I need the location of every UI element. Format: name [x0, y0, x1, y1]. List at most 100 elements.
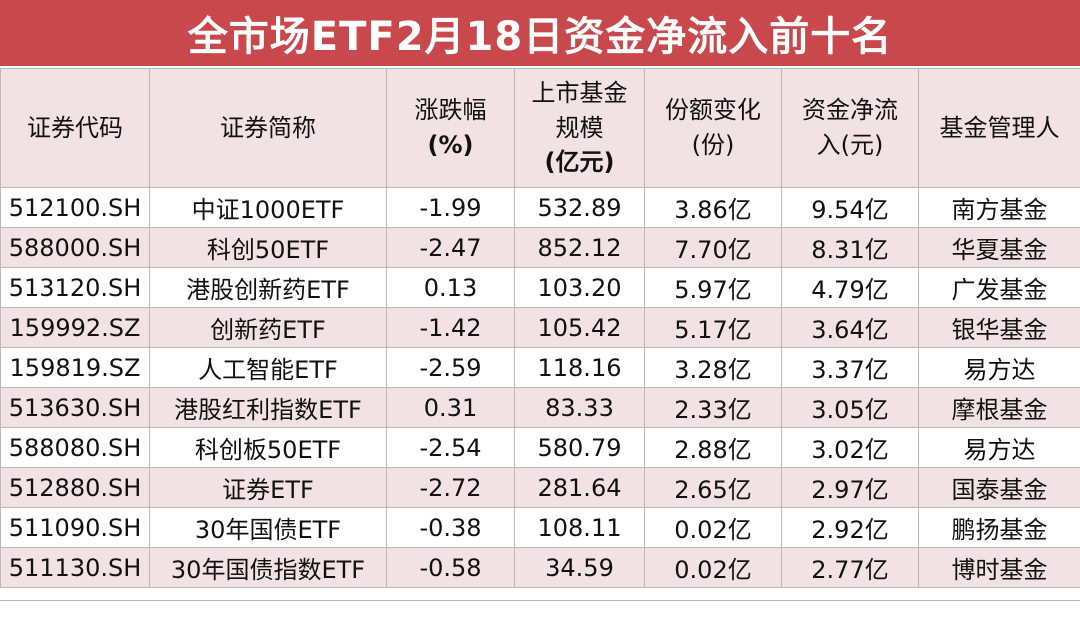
- cell-flow: 2.97亿: [782, 468, 919, 508]
- cell-size: 580.79: [515, 428, 645, 468]
- cell-flow: 3.02亿: [782, 428, 919, 468]
- header-flow-label-1: 资金净流: [782, 93, 918, 128]
- cell-manager: 国泰基金: [919, 468, 1080, 508]
- cell-manager: 银华基金: [919, 308, 1080, 348]
- cell-name: 证券ETF: [150, 468, 387, 508]
- cell-size: 118.16: [515, 348, 645, 388]
- cell-share: 5.17亿: [645, 308, 782, 348]
- page-title: 全市场ETF2月18日资金净流入前十名: [188, 4, 892, 62]
- cell-manager: 易方达: [919, 348, 1080, 388]
- cell-share: 2.65亿: [645, 468, 782, 508]
- cell-manager: 易方达: [919, 428, 1080, 468]
- header-share-unit: (份): [645, 128, 781, 163]
- cell-change: 0.13: [387, 268, 515, 308]
- header-code-label: 证券代码: [1, 111, 149, 146]
- cell-share: 2.33亿: [645, 388, 782, 428]
- header-size-label-1: 上市基金: [515, 76, 644, 111]
- cell-size: 281.64: [515, 468, 645, 508]
- header-change: 涨跌幅 (%): [387, 69, 515, 188]
- table-body: 512100.SH 中证1000ETF -1.99 532.89 3.86亿 9…: [1, 188, 1080, 588]
- table-row: 159819.SZ 人工智能ETF -2.59 118.16 3.28亿 3.3…: [1, 348, 1080, 388]
- title-banner: 全市场ETF2月18日资金净流入前十名: [0, 0, 1080, 68]
- cell-size: 105.42: [515, 308, 645, 348]
- cell-code: 588000.SH: [1, 228, 150, 268]
- cell-flow: 4.79亿: [782, 268, 919, 308]
- cell-change: -2.47: [387, 228, 515, 268]
- cell-size: 532.89: [515, 188, 645, 228]
- header-name-label: 证券简称: [150, 111, 386, 146]
- header-manager: 基金管理人: [919, 69, 1080, 188]
- cell-change: -1.42: [387, 308, 515, 348]
- header-size-unit: (亿元): [515, 145, 644, 180]
- cell-size: 852.12: [515, 228, 645, 268]
- header-row: 证券代码 证券简称 涨跌幅 (%) 上市基金 规模 (亿元) 份额变化 (份): [1, 69, 1080, 188]
- header-change-label: 涨跌幅: [387, 93, 514, 128]
- header-flow-label-2: 入(元): [782, 128, 918, 163]
- cell-flow: 3.37亿: [782, 348, 919, 388]
- cell-name: 创新药ETF: [150, 308, 387, 348]
- cell-name: 中证1000ETF: [150, 188, 387, 228]
- table-row: 513120.SH 港股创新药ETF 0.13 103.20 5.97亿 4.7…: [1, 268, 1080, 308]
- cell-share: 0.02亿: [645, 548, 782, 588]
- cell-change: -1.99: [387, 188, 515, 228]
- cell-manager: 广发基金: [919, 268, 1080, 308]
- cell-name: 30年国债指数ETF: [150, 548, 387, 588]
- cell-flow: 9.54亿: [782, 188, 919, 228]
- cell-code: 513120.SH: [1, 268, 150, 308]
- cell-size: 83.33: [515, 388, 645, 428]
- etf-inflow-table: 证券代码 证券简称 涨跌幅 (%) 上市基金 规模 (亿元) 份额变化 (份): [0, 68, 1080, 588]
- header-code: 证券代码: [1, 69, 150, 188]
- cell-name: 人工智能ETF: [150, 348, 387, 388]
- cell-share: 2.88亿: [645, 428, 782, 468]
- cell-code: 513630.SH: [1, 388, 150, 428]
- cell-change: -0.58: [387, 548, 515, 588]
- cell-size: 103.20: [515, 268, 645, 308]
- cell-share: 7.70亿: [645, 228, 782, 268]
- table-row: 513630.SH 港股红利指数ETF 0.31 83.33 2.33亿 3.0…: [1, 388, 1080, 428]
- cell-size: 108.11: [515, 508, 645, 548]
- cell-flow: 2.92亿: [782, 508, 919, 548]
- cell-flow: 3.64亿: [782, 308, 919, 348]
- table-row: 159992.SZ 创新药ETF -1.42 105.42 5.17亿 3.64…: [1, 308, 1080, 348]
- cell-name: 科创50ETF: [150, 228, 387, 268]
- table-row: 511130.SH 30年国债指数ETF -0.58 34.59 0.02亿 2…: [1, 548, 1080, 588]
- cell-size: 34.59: [515, 548, 645, 588]
- table-row: 588000.SH 科创50ETF -2.47 852.12 7.70亿 8.3…: [1, 228, 1080, 268]
- header-size-label-2: 规模: [515, 111, 644, 146]
- table-row: 512100.SH 中证1000ETF -1.99 532.89 3.86亿 9…: [1, 188, 1080, 228]
- cell-code: 512880.SH: [1, 468, 150, 508]
- cell-name: 科创板50ETF: [150, 428, 387, 468]
- header-flow: 资金净流 入(元): [782, 69, 919, 188]
- table-header: 证券代码 证券简称 涨跌幅 (%) 上市基金 规模 (亿元) 份额变化 (份): [1, 69, 1080, 188]
- cell-change: -0.38: [387, 508, 515, 548]
- cell-code: 588080.SH: [1, 428, 150, 468]
- cell-code: 159819.SZ: [1, 348, 150, 388]
- cell-change: -2.59: [387, 348, 515, 388]
- cell-code: 159992.SZ: [1, 308, 150, 348]
- header-name: 证券简称: [150, 69, 387, 188]
- cell-name: 港股创新药ETF: [150, 268, 387, 308]
- cell-manager: 南方基金: [919, 188, 1080, 228]
- bottom-blank-band: [0, 600, 1080, 636]
- cell-manager: 博时基金: [919, 548, 1080, 588]
- cell-flow: 3.05亿: [782, 388, 919, 428]
- header-size: 上市基金 规模 (亿元): [515, 69, 645, 188]
- header-manager-label: 基金管理人: [919, 111, 1080, 146]
- cell-flow: 8.31亿: [782, 228, 919, 268]
- cell-manager: 鹏扬基金: [919, 508, 1080, 548]
- cell-name: 港股红利指数ETF: [150, 388, 387, 428]
- header-share-label: 份额变化: [645, 93, 781, 128]
- header-share: 份额变化 (份): [645, 69, 782, 188]
- cell-manager: 华夏基金: [919, 228, 1080, 268]
- cell-name: 30年国债ETF: [150, 508, 387, 548]
- cell-share: 0.02亿: [645, 508, 782, 548]
- table-row: 511090.SH 30年国债ETF -0.38 108.11 0.02亿 2.…: [1, 508, 1080, 548]
- table-row: 588080.SH 科创板50ETF -2.54 580.79 2.88亿 3.…: [1, 428, 1080, 468]
- cell-code: 511090.SH: [1, 508, 150, 548]
- cell-share: 5.97亿: [645, 268, 782, 308]
- cell-flow: 2.77亿: [782, 548, 919, 588]
- cell-change: -2.54: [387, 428, 515, 468]
- cell-share: 3.86亿: [645, 188, 782, 228]
- cell-share: 3.28亿: [645, 348, 782, 388]
